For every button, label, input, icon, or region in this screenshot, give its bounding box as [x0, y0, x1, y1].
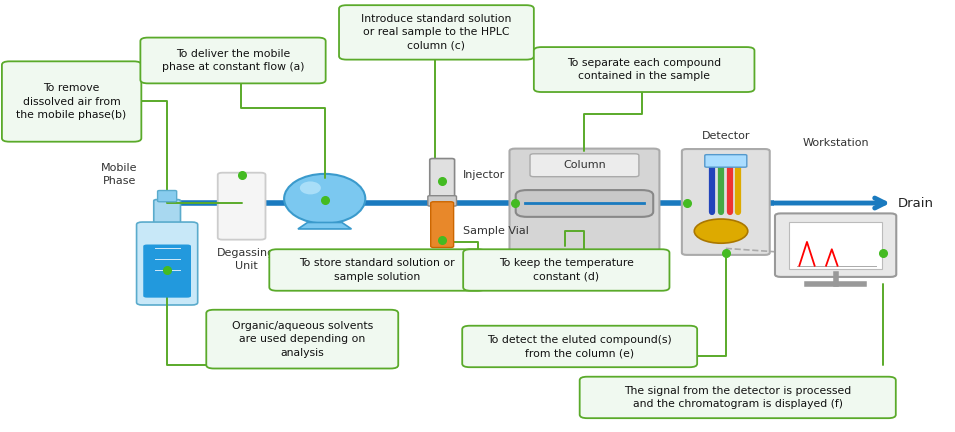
- Text: To store standard solution or
sample solution: To store standard solution or sample sol…: [300, 258, 455, 282]
- Text: To detect the eluted compound(s)
from the column (e): To detect the eluted compound(s) from th…: [487, 335, 672, 358]
- FancyBboxPatch shape: [428, 196, 456, 206]
- Circle shape: [694, 219, 748, 243]
- Text: Injector: Injector: [463, 170, 505, 180]
- Text: The signal from the detector is processed
and the chromatogram is displayed (f): The signal from the detector is processe…: [625, 386, 851, 409]
- FancyBboxPatch shape: [339, 5, 534, 60]
- FancyBboxPatch shape: [218, 173, 265, 240]
- FancyBboxPatch shape: [140, 38, 326, 83]
- Text: Column: Column: [563, 160, 605, 171]
- Text: To remove
dissolved air from
the mobile phase(b): To remove dissolved air from the mobile …: [16, 83, 127, 120]
- Text: Sample Vial: Sample Vial: [463, 226, 529, 236]
- FancyBboxPatch shape: [462, 326, 697, 367]
- Polygon shape: [298, 222, 351, 229]
- Ellipse shape: [300, 181, 321, 194]
- Text: Degassing
Unit: Degassing Unit: [218, 248, 275, 271]
- Text: Introduce standard solution
or real sample to the HPLC
column (c): Introduce standard solution or real samp…: [361, 14, 512, 51]
- FancyBboxPatch shape: [269, 249, 485, 291]
- Text: Solvent
Delivery Pump: Solvent Delivery Pump: [284, 253, 366, 275]
- Text: To separate each compound
contained in the sample: To separate each compound contained in t…: [567, 58, 721, 81]
- Text: Organic/aqueous solvents
are used depending on
analysis: Organic/aqueous solvents are used depend…: [232, 321, 372, 358]
- Text: Column Oven: Column Oven: [546, 264, 623, 273]
- FancyBboxPatch shape: [137, 222, 198, 305]
- FancyBboxPatch shape: [2, 61, 141, 142]
- FancyBboxPatch shape: [534, 47, 754, 92]
- Text: To keep the temperature
constant (d): To keep the temperature constant (d): [499, 258, 634, 282]
- Text: Mobile
Phase: Mobile Phase: [101, 163, 138, 186]
- Text: Workstation: Workstation: [802, 137, 869, 148]
- FancyBboxPatch shape: [143, 245, 191, 298]
- FancyBboxPatch shape: [463, 249, 669, 291]
- FancyBboxPatch shape: [154, 200, 180, 230]
- FancyBboxPatch shape: [430, 159, 455, 200]
- FancyBboxPatch shape: [206, 310, 398, 368]
- FancyBboxPatch shape: [789, 222, 882, 269]
- FancyBboxPatch shape: [516, 190, 653, 217]
- FancyBboxPatch shape: [775, 213, 897, 277]
- FancyBboxPatch shape: [682, 149, 770, 255]
- FancyBboxPatch shape: [530, 154, 639, 177]
- FancyBboxPatch shape: [431, 202, 454, 248]
- FancyBboxPatch shape: [580, 377, 896, 418]
- FancyBboxPatch shape: [705, 155, 747, 167]
- FancyBboxPatch shape: [510, 149, 659, 255]
- Text: Drain: Drain: [898, 197, 934, 210]
- Text: To deliver the mobile
phase at constant flow (a): To deliver the mobile phase at constant …: [161, 49, 305, 72]
- Text: Detector: Detector: [702, 131, 750, 141]
- FancyBboxPatch shape: [158, 191, 177, 202]
- Ellipse shape: [285, 174, 365, 224]
